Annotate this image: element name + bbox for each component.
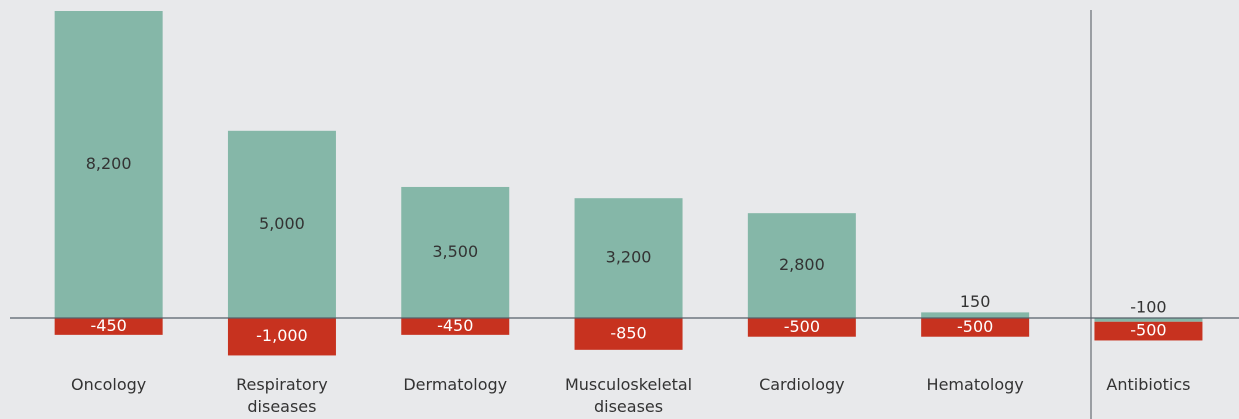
bar xyxy=(401,318,510,335)
data-label: -500 xyxy=(784,317,820,336)
category-label: Respiratory diseases xyxy=(236,375,328,416)
data-label: -100 xyxy=(1130,298,1166,317)
category-label: Cardiology xyxy=(759,375,845,394)
bar xyxy=(1094,318,1203,322)
bar xyxy=(747,318,856,337)
bar xyxy=(54,318,163,335)
data-label: -1,000 xyxy=(256,326,308,345)
category-label: Dermatology xyxy=(403,375,508,394)
bar xyxy=(227,130,336,318)
data-label: 8,200 xyxy=(86,154,132,173)
category-label: Musculoskeletal diseases xyxy=(564,375,693,416)
category-label: Antibiotics xyxy=(1106,375,1191,394)
data-label: -500 xyxy=(1130,321,1166,340)
bar xyxy=(54,11,163,318)
data-label: -850 xyxy=(610,323,646,342)
bar xyxy=(1094,321,1203,341)
data-label: 3,500 xyxy=(432,242,478,261)
bar xyxy=(574,198,683,318)
category-label: Oncology xyxy=(71,375,147,394)
bar xyxy=(401,186,510,318)
bar xyxy=(747,213,856,318)
category-label: Hematology xyxy=(926,375,1024,394)
bar xyxy=(921,318,1030,337)
data-label: 2,800 xyxy=(779,255,825,274)
data-label: 5,000 xyxy=(259,214,305,233)
bar xyxy=(227,318,336,356)
data-label: 150 xyxy=(960,292,991,311)
data-label: -500 xyxy=(957,317,993,336)
data-label: 3,200 xyxy=(606,248,652,267)
bar xyxy=(574,318,683,350)
bar xyxy=(921,312,1030,318)
data-label: -450 xyxy=(90,316,126,335)
data-label: -450 xyxy=(437,316,473,335)
